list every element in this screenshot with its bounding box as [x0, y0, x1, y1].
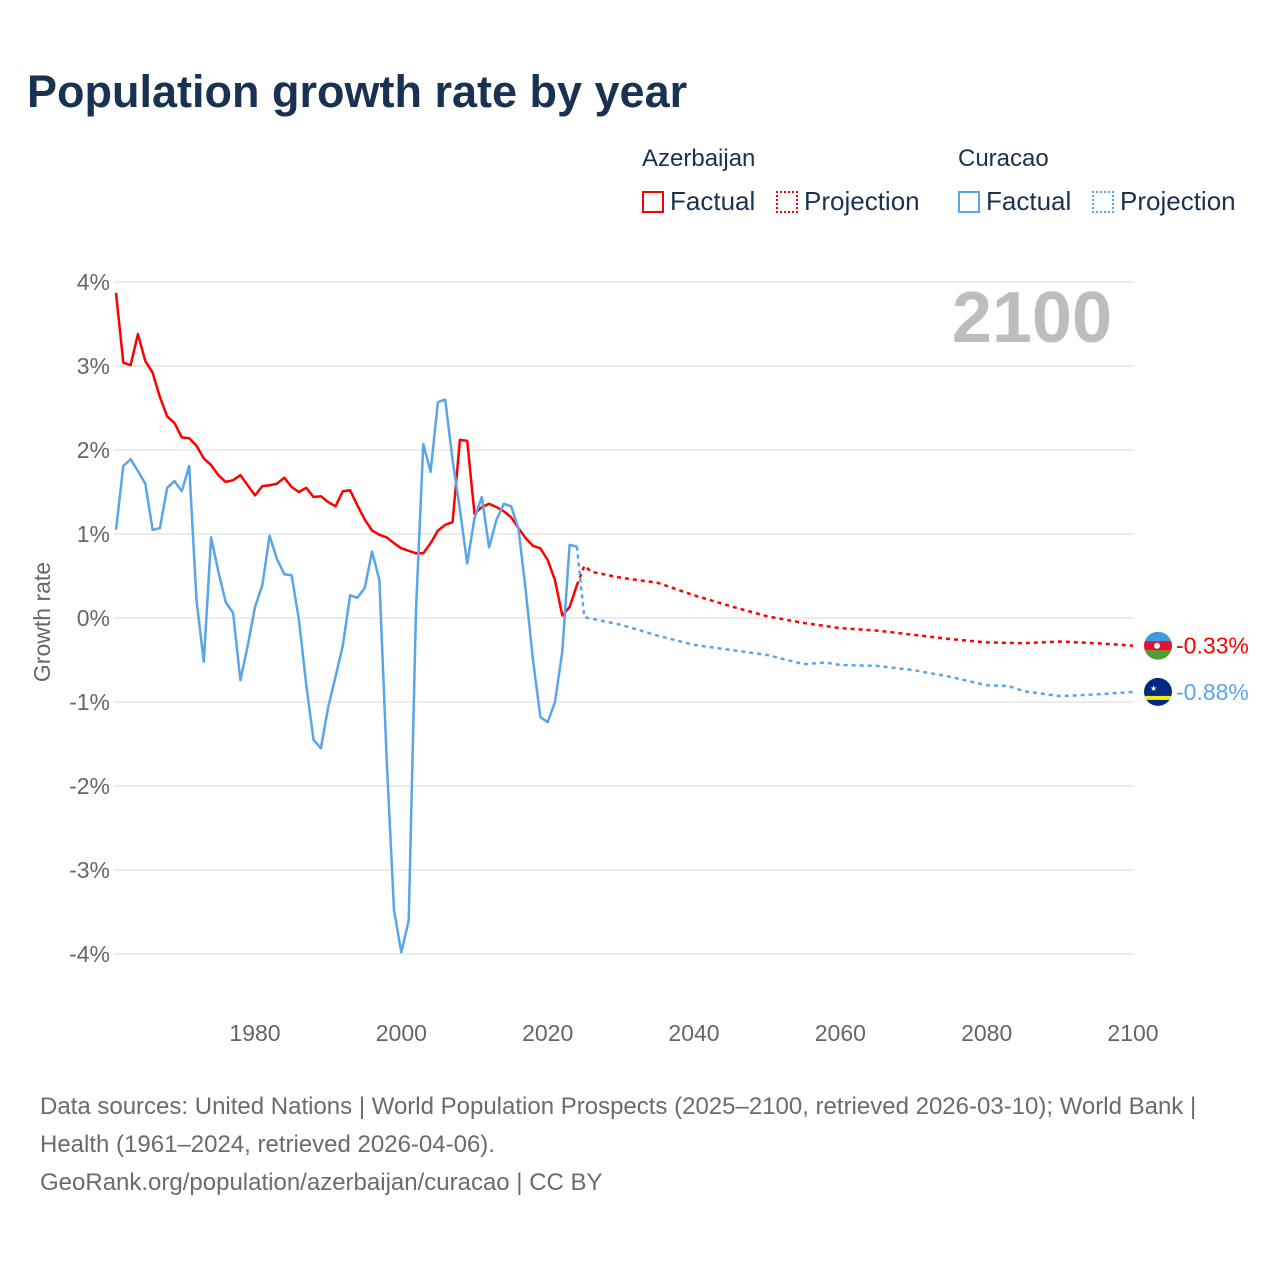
year-overlay: 2100 — [952, 278, 1112, 358]
y-tick-label: -1% — [69, 689, 110, 715]
source-link[interactable]: GeoRank.org/population/azerbaijan/curaca… — [40, 1169, 603, 1196]
azerbaijan-end-label: -0.33% — [1176, 633, 1249, 659]
legend-azerbaijan-projection[interactable]: Projection — [776, 186, 920, 217]
y-tick-label: 1% — [77, 521, 110, 547]
legend-curacao-projection[interactable]: Projection — [1092, 186, 1236, 217]
azerbaijan-projection-line — [575, 563, 1134, 647]
curacao-projection-line — [575, 546, 1134, 698]
x-tick-label: 2080 — [961, 1020, 1012, 1046]
legend-swatch — [958, 190, 980, 213]
source-note: Data sources: United Nations | World Pop… — [40, 1088, 1240, 1202]
svg-text:★: ★ — [1150, 684, 1157, 693]
azerbaijan-factual-line — [114, 292, 579, 617]
x-tick-label: 2000 — [376, 1020, 427, 1046]
y-axis-label: Growth rate — [29, 562, 55, 682]
source-line: Data sources: United Nations | World Pop… — [40, 1093, 1197, 1158]
x-tick-label: 2040 — [668, 1020, 719, 1046]
legend-label: Factual — [986, 186, 1072, 216]
legend-group-curacao: Curacao — [958, 145, 1049, 172]
legend-label: Projection — [1120, 186, 1236, 216]
x-tick-label: 2060 — [815, 1020, 866, 1046]
y-tick-label: 3% — [77, 353, 110, 379]
legend-azerbaijan-factual[interactable]: Factual — [642, 186, 755, 217]
y-tick-label: -4% — [69, 941, 110, 967]
y-tick-label: 2% — [77, 437, 110, 463]
legend-label: Factual — [670, 186, 756, 216]
legend-curacao-factual[interactable]: Factual — [958, 186, 1071, 217]
y-tick-label: 4% — [77, 269, 110, 295]
y-tick-label: -2% — [69, 773, 110, 799]
page-title: Population growth rate by year — [27, 66, 688, 117]
legend-swatch — [1092, 190, 1114, 213]
x-tick-label: 1980 — [229, 1020, 280, 1046]
azerbaijan-flag — [1144, 631, 1172, 660]
legend-label: Projection — [804, 186, 920, 216]
x-tick-label: 2020 — [522, 1020, 573, 1046]
curacao-factual-line — [114, 398, 578, 954]
legend-swatch — [776, 190, 798, 213]
legend-group-azerbaijan: Azerbaijan — [642, 145, 756, 172]
y-tick-label: -3% — [69, 857, 110, 883]
x-tick-label: 2100 — [1107, 1020, 1158, 1046]
curacao-flag: ★ — [1144, 677, 1172, 706]
y-tick-label: 0% — [77, 605, 110, 631]
legend-swatch — [642, 190, 664, 213]
curacao-end-label: -0.88% — [1176, 679, 1249, 705]
